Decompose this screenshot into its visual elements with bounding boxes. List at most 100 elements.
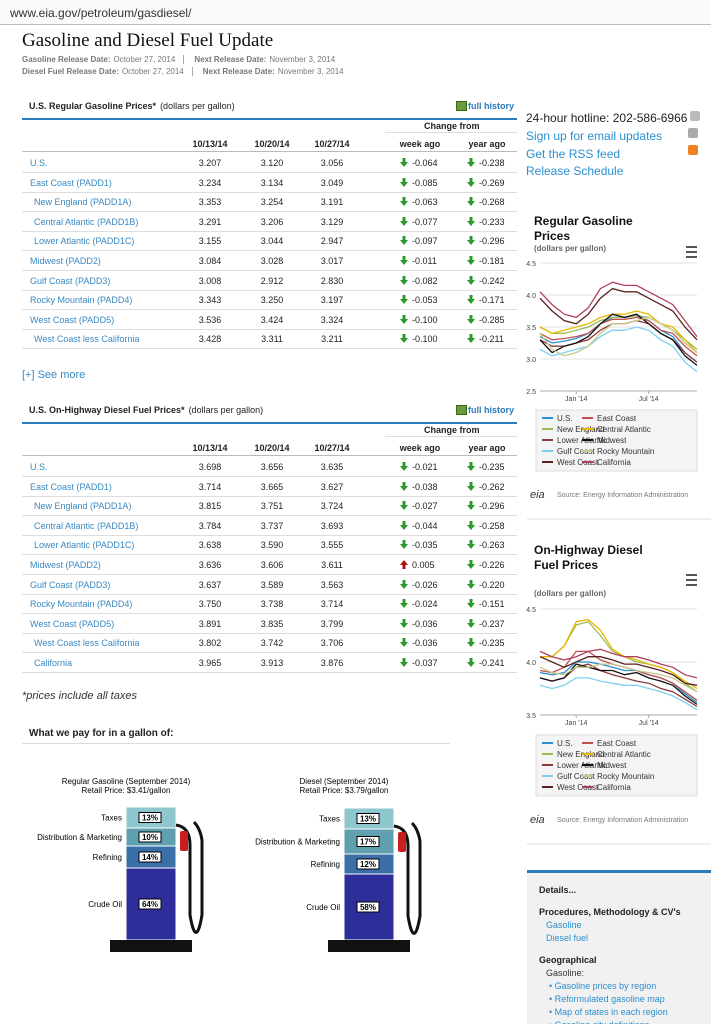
- percent-box: [356, 836, 380, 847]
- table-name: U.S. Regular Gasoline Prices*: [29, 101, 157, 111]
- change-cell: -0.181: [467, 256, 505, 266]
- percent-box: [356, 813, 380, 824]
- change-value: -0.037: [412, 658, 438, 668]
- arrow-shape: [467, 275, 475, 285]
- y-tick-label: 3.5: [526, 325, 536, 332]
- change-cell: -0.037: [400, 658, 438, 668]
- series-line: [539, 326, 698, 373]
- source-note: Source: Energy Information Administratio…: [557, 492, 688, 499]
- price-cell: 3.028: [260, 256, 284, 266]
- details-link[interactable]: • Gasoline city definitions: [549, 1020, 649, 1024]
- full-history-link[interactable]: full history: [468, 405, 515, 415]
- row-label[interactable]: Lower Atlantic (PADD1C): [34, 540, 135, 551]
- percent-label: 12%: [360, 860, 376, 869]
- details-link[interactable]: Diesel fuel: [546, 933, 589, 943]
- group-rule: [385, 132, 517, 133]
- down-arrow: [400, 638, 408, 648]
- percent-box: [138, 851, 162, 863]
- column-header: 10/27/14: [314, 139, 350, 149]
- change-cell: -0.237: [467, 618, 505, 629]
- price-cell: 3.056: [320, 158, 344, 168]
- row-label[interactable]: U.S.: [30, 462, 48, 472]
- change-value: -0.026: [412, 579, 438, 590]
- x-tick-label: Jul '14: [639, 396, 659, 403]
- change-cell: -0.011: [400, 256, 437, 266]
- arrow-shape: [400, 295, 408, 305]
- change-cell: -0.100: [400, 334, 438, 344]
- price-cell: 3.606: [260, 560, 284, 570]
- row-label[interactable]: Gulf Coast (PADD3): [30, 275, 111, 286]
- row-label[interactable]: Gulf Coast (PADD3): [30, 579, 111, 590]
- details-heading: Procedures, Methodology & CV's: [539, 907, 681, 917]
- change-value: -0.181: [479, 256, 505, 266]
- row-rule: [22, 652, 517, 654]
- row-label[interactable]: Lower Atlantic (PADD1C): [34, 236, 135, 247]
- change-cell: -0.241: [467, 658, 505, 668]
- details-link[interactable]: • Reformulated gasoline map: [549, 994, 665, 1004]
- legend-label: West Coast: [557, 783, 599, 792]
- down-arrow: [467, 462, 475, 471]
- sidebar-link[interactable]: Sign up for email updates: [526, 129, 663, 143]
- percent-box: [356, 901, 380, 913]
- row-label[interactable]: East Coast (PADD1): [30, 481, 112, 492]
- row-label[interactable]: New England (PADD1A): [34, 501, 132, 512]
- row-label[interactable]: West Coast less California: [34, 638, 140, 649]
- row-label[interactable]: Midwest (PADD2): [30, 256, 101, 266]
- percent-box: [138, 812, 162, 823]
- price-cell: 3.913: [260, 658, 284, 668]
- release-date: October 27, 2014: [121, 67, 184, 76]
- table-title: U.S. On-Highway Diesel Fuel Prices* (doll…: [29, 405, 263, 415]
- table-title: U.S. Regular Gasoline Prices* (dollars pe…: [29, 101, 235, 111]
- arrow-shape: [400, 462, 408, 471]
- row-label[interactable]: West Coast less California: [34, 334, 140, 345]
- down-arrow: [400, 295, 408, 305]
- y-tick-label: 3.5: [526, 713, 536, 720]
- footnote: *prices include all taxes: [22, 690, 137, 702]
- price-cell: 3.611: [321, 560, 343, 570]
- sidebar-link[interactable]: Release Schedule: [526, 164, 624, 178]
- details-link[interactable]: • Gasoline prices by region: [549, 981, 657, 991]
- row-label[interactable]: Central Atlantic (PADD1B): [34, 520, 139, 531]
- price-cell: 3.291: [198, 216, 222, 227]
- price-cell: 3.802: [198, 638, 222, 649]
- down-arrow: [400, 216, 408, 226]
- history-icon: [456, 101, 467, 111]
- sidebar-link[interactable]: Get the RSS feed: [526, 146, 621, 161]
- pump-hose: [393, 821, 422, 935]
- row-label[interactable]: Central Atlantic (PADD1B): [34, 216, 139, 227]
- column-header: 10/20/14: [254, 139, 290, 149]
- row-label[interactable]: New England (PADD1A): [34, 197, 132, 208]
- down-arrow: [467, 236, 475, 246]
- change-cell: 0.005: [400, 560, 435, 570]
- down-arrow: [467, 177, 475, 187]
- row-label[interactable]: West Coast (PADD5): [30, 618, 115, 629]
- see-more[interactable]: [+] See more: [22, 369, 86, 381]
- price-cell: 3.742: [260, 638, 284, 649]
- change-value: -0.044: [412, 520, 438, 531]
- price-cell: 2.912: [260, 275, 284, 286]
- url[interactable]: www.eia.gov/petroleum/gasdiesel/: [10, 6, 192, 20]
- history-icon: [456, 405, 467, 415]
- price-cell: 3.197: [320, 295, 344, 306]
- price-cell: 3.665: [260, 481, 284, 492]
- row-rule: [22, 593, 517, 595]
- row-label[interactable]: West Coast (PADD5): [30, 314, 115, 325]
- y-tick-label: 3.0: [526, 357, 536, 364]
- details-link[interactable]: • Map of states in each region: [549, 1007, 668, 1017]
- pump-title: Regular Gasoline (September 2014): [62, 777, 191, 786]
- arrow-shape: [400, 334, 408, 344]
- separator: [191, 67, 203, 76]
- row-label[interactable]: California: [34, 658, 73, 668]
- arrow-shape: [467, 177, 475, 187]
- change-cell: -0.263: [467, 540, 505, 550]
- row-label[interactable]: Rocky Mountain (PADD4): [30, 599, 133, 610]
- cost-category: Refining: [311, 860, 340, 869]
- details-link[interactable]: Gasoline: [546, 920, 582, 930]
- row-label[interactable]: Midwest (PADD2): [30, 560, 101, 570]
- release-line: Diesel Fuel Release Date: October 27, 201…: [22, 67, 347, 76]
- row-label[interactable]: U.S.: [30, 158, 48, 168]
- full-history-link[interactable]: full history: [468, 101, 515, 111]
- row-label[interactable]: East Coast (PADD1): [30, 177, 112, 188]
- row-label[interactable]: Rocky Mountain (PADD4): [30, 295, 133, 306]
- down-arrow: [400, 481, 408, 491]
